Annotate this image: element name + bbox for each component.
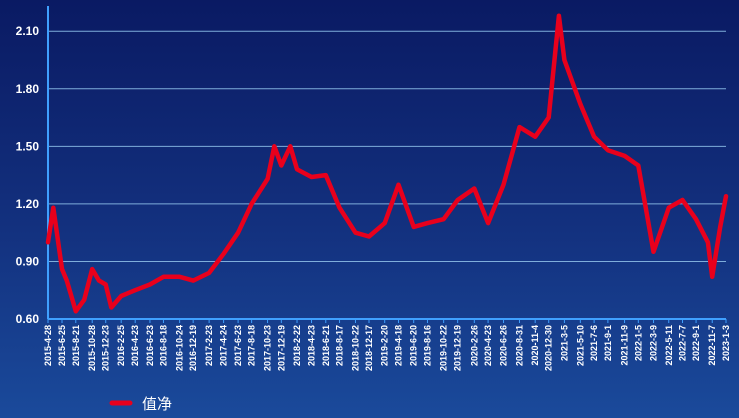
x-tick-label: 2020-12-30 [544,325,554,371]
y-tick-labels: 0.60 0.90 1.20 1.50 1.80 2.10 [16,24,40,326]
x-tick-label: 2021-7-6 [589,325,599,361]
y-tick-label: 0.90 [16,254,40,268]
grid-lines [48,30,726,320]
x-tick-label: 2019-12-19 [453,325,463,371]
x-tick-label: 2021-11-9 [620,325,630,366]
x-tick-labels: 2015-4-28 2015-6-25 2015-8-21 2015-10-28 201… [43,319,731,371]
x-tick-label: 2022-3-9 [649,325,659,361]
y-tick-label: 2.10 [16,24,40,38]
y-tick-label: 1.20 [16,197,40,211]
x-tick-label: 2016-4-23 [130,325,140,366]
x-tick-label: 2017-6-23 [233,325,243,366]
x-tick-label: 2019-10-22 [439,325,449,371]
x-tick-label: 2018-2-22 [292,325,302,366]
x-tick-label: 2022-7-7 [678,325,688,361]
y-tick-label: 1.50 [16,139,40,153]
x-tick-label: 2018-12-17 [364,325,374,371]
x-tick-label: 2015-12-23 [101,325,111,371]
x-tick-label: 2016-6-23 [145,325,155,366]
x-tick-label: 2016-2-25 [116,325,126,366]
x-tick-label: 2018-8-17 [335,325,345,366]
x-tick-label: 2022-11-7 [707,325,717,366]
x-tick-label: 2021-3-5 [559,325,569,361]
series-line-0 [45,13,729,314]
x-tick-label: 2017-10-23 [263,325,273,371]
x-tick-label: 2018-10-22 [350,325,360,371]
legend: 值净 [109,396,172,413]
x-tick-label: 2015-8-21 [71,325,81,366]
x-tick-label: 2020-8-31 [514,325,524,366]
x-tick-label: 2015-10-28 [87,325,97,371]
x-tick-label: 2019-6-20 [409,325,419,366]
x-tick-label: 2016-12-19 [188,325,198,371]
x-tick-label: 2021-5-10 [575,325,585,366]
series-layer [45,13,729,314]
y-tick-label: 1.80 [16,82,40,96]
x-tick-label: 2018-6-21 [321,325,331,366]
x-tick-label: 2017-4-24 [219,325,229,366]
x-tick-label: 2022-9-1 [691,325,701,361]
x-tick-label: 2021-9-1 [603,325,613,361]
y-tick-label: 0.60 [16,312,40,326]
x-tick-label: 2015-4-28 [43,325,53,366]
x-tick-label: 2020-2-26 [469,325,479,366]
x-tick-label: 2017-12-19 [276,325,286,371]
axes [47,6,726,320]
legend-label: 值净 [142,396,172,413]
x-tick-label: 2017-8-18 [247,325,257,366]
x-tick-label: 2016-8-18 [158,325,168,366]
x-tick-label: 2020-4-23 [483,325,493,366]
x-tick-label: 2019-2-20 [380,325,390,366]
x-tick-label: 2016-10-24 [175,325,185,371]
x-tick-label: 2018-4-23 [307,325,317,366]
x-tick-label: 2017-2-23 [204,325,214,366]
x-tick-label: 2015-6-25 [57,325,67,366]
x-tick-label: 2020-6-26 [499,325,509,366]
x-tick-label: 2019-4-18 [393,325,403,366]
x-tick-label: 2023-1-3 [721,325,731,361]
x-tick-label: 2022-5-11 [664,325,674,366]
x-tick-label: 2019-8-16 [422,325,432,366]
x-tick-label: 2020-11-4 [530,325,540,366]
x-tick-label: 2022-1-5 [633,325,643,361]
